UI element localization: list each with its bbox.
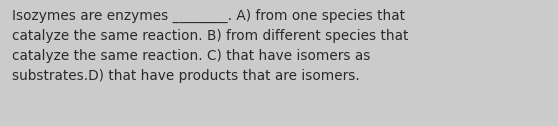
Text: Isozymes are enzymes ________. A) from one species that
catalyze the same reacti: Isozymes are enzymes ________. A) from o… xyxy=(12,9,408,83)
